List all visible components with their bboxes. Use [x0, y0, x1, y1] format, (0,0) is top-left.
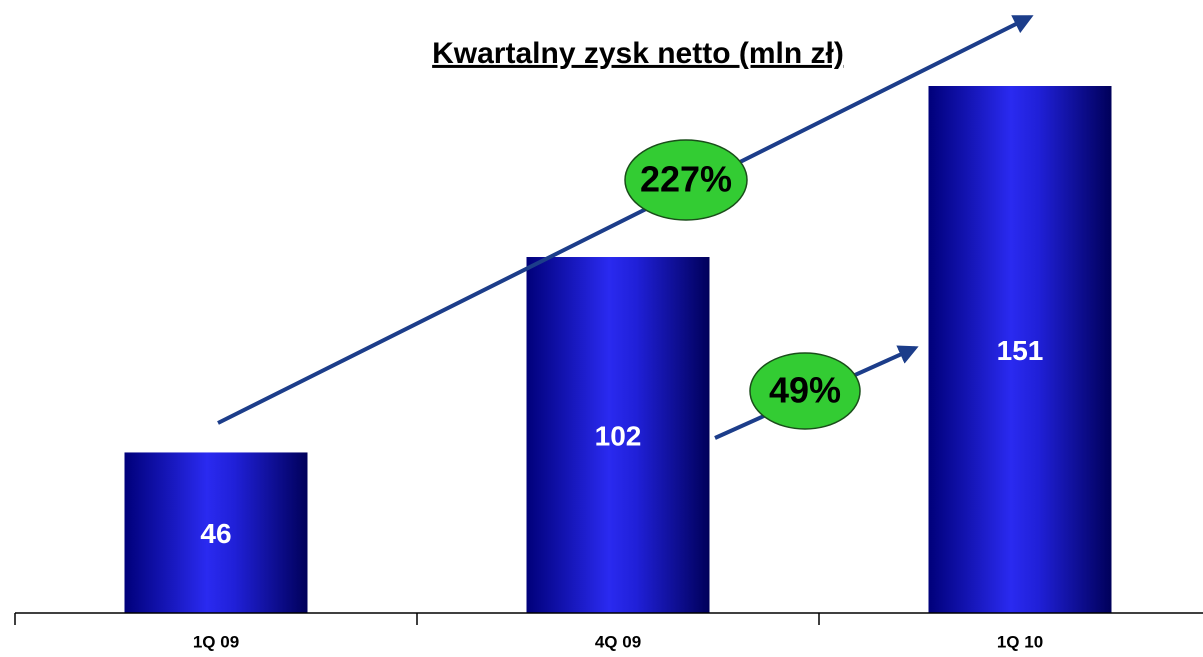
- bar: [526, 257, 710, 613]
- bar: [124, 452, 308, 613]
- chart-title: Kwartalny zysk netto (mln zł): [432, 37, 844, 70]
- x-tick-label: 1Q 10: [997, 632, 1043, 651]
- data-label: 151: [997, 335, 1044, 366]
- data-label: 102: [595, 420, 642, 451]
- annotation-bubble: [749, 352, 861, 430]
- growth-arrow: [217, 15, 1034, 425]
- annotation: 49%: [769, 370, 841, 411]
- annotation-bubble: [624, 139, 748, 221]
- data-label: 46: [200, 518, 231, 549]
- annotation: 227%: [640, 159, 732, 200]
- x-tick-label: 1Q 09: [193, 632, 239, 651]
- bar: [928, 86, 1112, 613]
- x-tick-label: 4Q 09: [595, 632, 641, 651]
